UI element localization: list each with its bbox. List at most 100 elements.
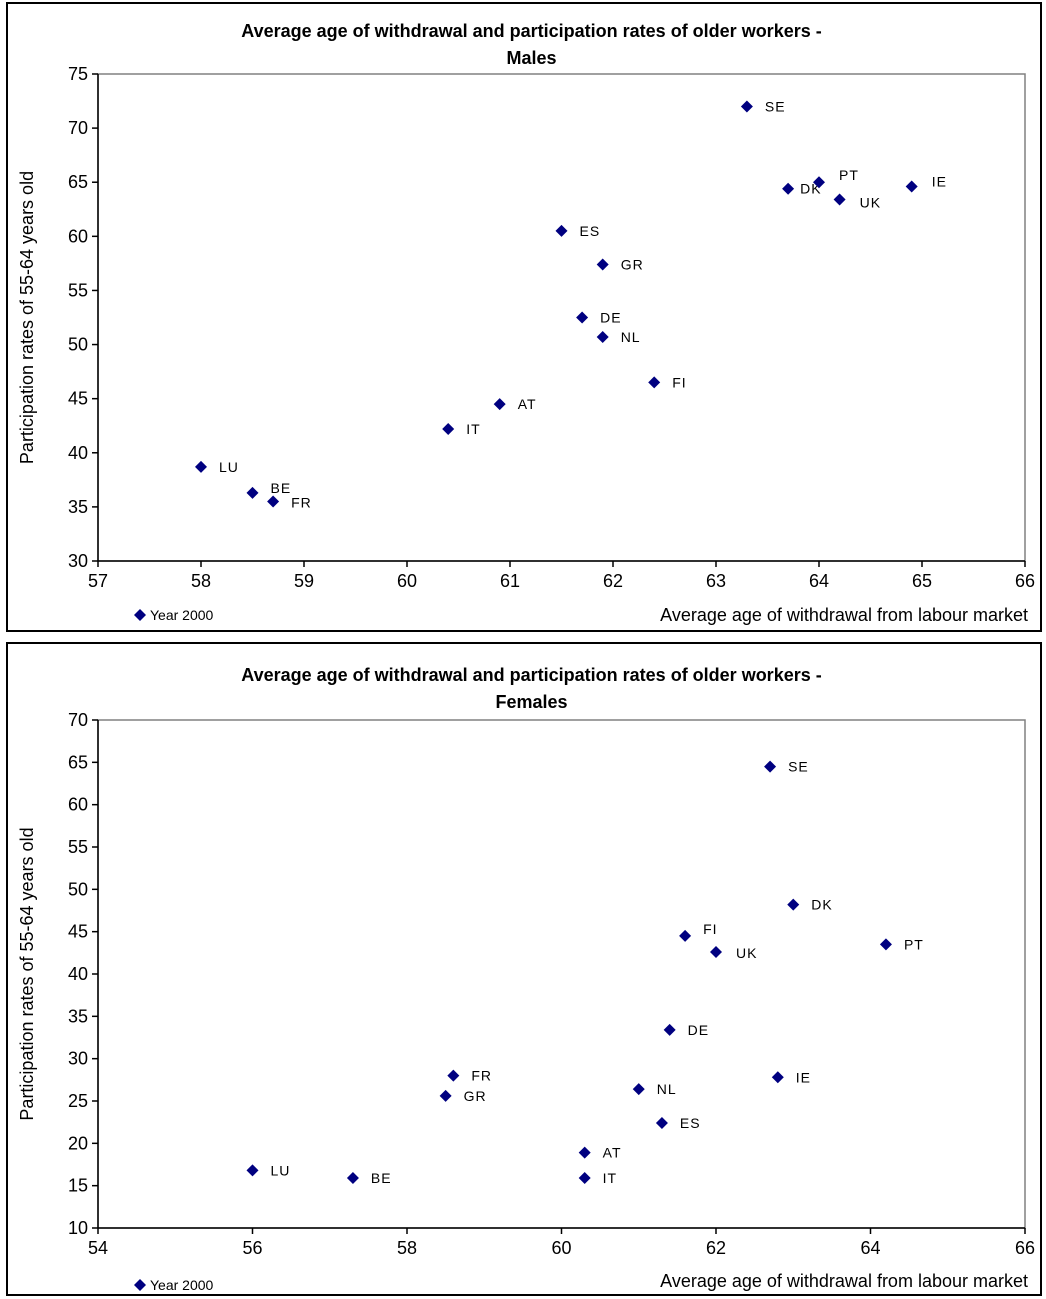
data-point-se: [764, 760, 777, 773]
y-tick-label: 25: [68, 1091, 88, 1111]
y-tick-label: 65: [68, 172, 88, 192]
y-tick-label: 50: [68, 879, 88, 899]
data-point-ie: [905, 180, 918, 193]
chart-females: Average age of withdrawal and participat…: [17, 665, 1035, 1293]
data-label-gr: GR: [464, 1088, 487, 1104]
data-point-pt: [879, 938, 892, 951]
data-point-pt: [813, 176, 825, 189]
data-point-gr: [596, 258, 609, 271]
x-tick-label: 60: [551, 1238, 571, 1258]
data-label-de: DE: [688, 1022, 709, 1038]
y-tick-label: 15: [68, 1176, 88, 1196]
data-label-fi: FI: [703, 921, 717, 937]
data-point-gr: [439, 1089, 452, 1102]
data-point-lu: [195, 460, 207, 473]
y-tick-label: 30: [68, 1049, 88, 1069]
chart-title: Average age of withdrawal and participat…: [241, 21, 821, 41]
data-label-nl: NL: [621, 329, 641, 345]
data-label-fr: FR: [471, 1068, 492, 1084]
data-label-dk: DK: [811, 897, 832, 913]
plot-area: [97, 73, 1026, 562]
data-label-de: DE: [600, 310, 621, 326]
x-tick-label: 65: [912, 571, 932, 591]
data-label-se: SE: [788, 759, 809, 775]
chart-title: Average age of withdrawal and participat…: [241, 665, 821, 685]
data-label-uk: UK: [860, 195, 881, 211]
data-point-be: [246, 486, 259, 499]
data-label-be: BE: [271, 480, 292, 496]
chart-panel-females: Average age of withdrawal and participat…: [6, 642, 1042, 1296]
y-tick-label: 70: [68, 118, 88, 138]
data-point-fr: [267, 495, 280, 508]
data-label-es: ES: [580, 223, 601, 239]
chart-subtitle: Females: [495, 692, 567, 712]
legend-label: Year 2000: [150, 1277, 214, 1293]
data-point-de: [663, 1023, 676, 1036]
x-tick-label: 54: [88, 1238, 108, 1258]
data-label-fi: FI: [672, 374, 686, 390]
data-point-se: [740, 100, 753, 113]
y-tick-label: 45: [68, 922, 88, 942]
x-axis-label: Average age of withdrawal from labour ma…: [660, 1271, 1028, 1291]
data-point-uk: [710, 945, 722, 958]
data-point-uk: [833, 193, 846, 206]
data-label-lu: LU: [271, 1162, 291, 1178]
data-point-fi: [648, 376, 661, 389]
data-point-es: [555, 224, 568, 237]
y-tick-label: 35: [68, 1006, 88, 1026]
x-tick-label: 56: [242, 1238, 262, 1258]
legend-marker: [134, 609, 146, 621]
x-tick-label: 57: [88, 571, 108, 591]
data-point-it: [578, 1172, 591, 1185]
x-tick-label: 61: [500, 571, 520, 591]
legend-marker: [134, 1279, 146, 1291]
x-tick-label: 63: [706, 571, 726, 591]
y-axis-label: Participation rates of 55-64 years old: [17, 827, 37, 1120]
data-label-at: AT: [518, 396, 537, 412]
data-label-pt: PT: [904, 936, 924, 952]
data-point-it: [442, 422, 455, 435]
data-point-fi: [679, 929, 692, 942]
x-tick-label: 62: [706, 1238, 726, 1258]
y-tick-label: 20: [68, 1133, 88, 1153]
legend-label: Year 2000: [150, 607, 214, 623]
x-tick-label: 66: [1015, 571, 1035, 591]
data-point-at: [493, 398, 506, 411]
data-label-it: IT: [603, 1170, 617, 1186]
y-tick-label: 60: [68, 226, 88, 246]
y-tick-label: 45: [68, 389, 88, 409]
data-point-lu: [246, 1164, 259, 1177]
data-label-at: AT: [603, 1145, 622, 1161]
y-tick-label: 35: [68, 497, 88, 517]
x-tick-label: 62: [603, 571, 623, 591]
data-label-gr: GR: [621, 256, 644, 272]
y-tick-label: 55: [68, 837, 88, 857]
data-point-de: [576, 311, 589, 324]
data-label-lu: LU: [219, 459, 239, 475]
y-tick-label: 60: [68, 795, 88, 815]
y-axis-label: Participation rates of 55-64 years old: [17, 171, 37, 464]
y-tick-label: 40: [68, 964, 88, 984]
x-tick-label: 64: [809, 571, 829, 591]
x-tick-label: 58: [397, 1238, 417, 1258]
data-point-nl: [596, 330, 609, 343]
y-tick-label: 65: [68, 752, 88, 772]
y-tick-label: 30: [68, 551, 88, 571]
data-point-dk: [787, 898, 800, 911]
data-label-se: SE: [765, 98, 786, 114]
data-label-nl: NL: [657, 1081, 677, 1097]
data-label-ie: IE: [932, 174, 947, 190]
x-tick-label: 59: [294, 571, 314, 591]
data-label-fr: FR: [291, 494, 312, 510]
data-label-uk: UK: [736, 945, 757, 961]
x-axis-label: Average age of withdrawal from labour ma…: [660, 605, 1028, 625]
data-point-nl: [632, 1083, 645, 1096]
data-label-pt: PT: [839, 167, 859, 183]
y-tick-label: 75: [68, 64, 88, 84]
x-tick-label: 58: [191, 571, 211, 591]
data-label-be: BE: [371, 1170, 392, 1186]
data-point-at: [578, 1146, 591, 1159]
chart-subtitle: Males: [506, 48, 556, 68]
data-point-es: [655, 1117, 668, 1130]
x-tick-label: 64: [860, 1238, 880, 1258]
